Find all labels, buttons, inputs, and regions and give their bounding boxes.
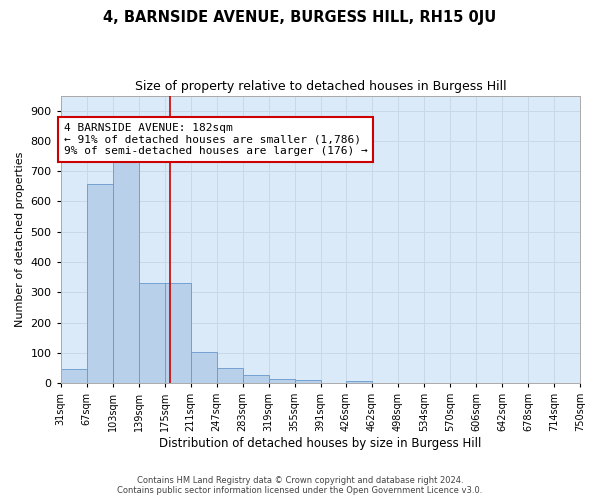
Y-axis label: Number of detached properties: Number of detached properties (15, 152, 25, 327)
Bar (61, 368, 87, 383)
X-axis label: Distribution of detached houses by size in Burgess Hill: Distribution of detached houses by size … (159, 437, 482, 450)
Bar (87, 184, 113, 383)
Title: Size of property relative to detached houses in Burgess Hill: Size of property relative to detached ho… (134, 80, 506, 93)
Text: 4, BARNSIDE AVENUE, BURGESS HILL, RH15 0JU: 4, BARNSIDE AVENUE, BURGESS HILL, RH15 0… (103, 10, 497, 25)
Bar (295, 380, 321, 383)
Bar (269, 378, 295, 383)
Text: 4 BARNSIDE AVENUE: 182sqm
← 91% of detached houses are smaller (1,786)
9% of sem: 4 BARNSIDE AVENUE: 182sqm ← 91% of detac… (64, 123, 367, 156)
Bar (113, 160, 139, 383)
Bar (346, 380, 372, 383)
Bar (191, 352, 217, 383)
Bar (165, 283, 191, 383)
Bar (217, 368, 243, 383)
Bar (243, 376, 269, 383)
Text: Contains HM Land Registry data © Crown copyright and database right 2024.
Contai: Contains HM Land Registry data © Crown c… (118, 476, 482, 495)
Bar (139, 283, 165, 383)
